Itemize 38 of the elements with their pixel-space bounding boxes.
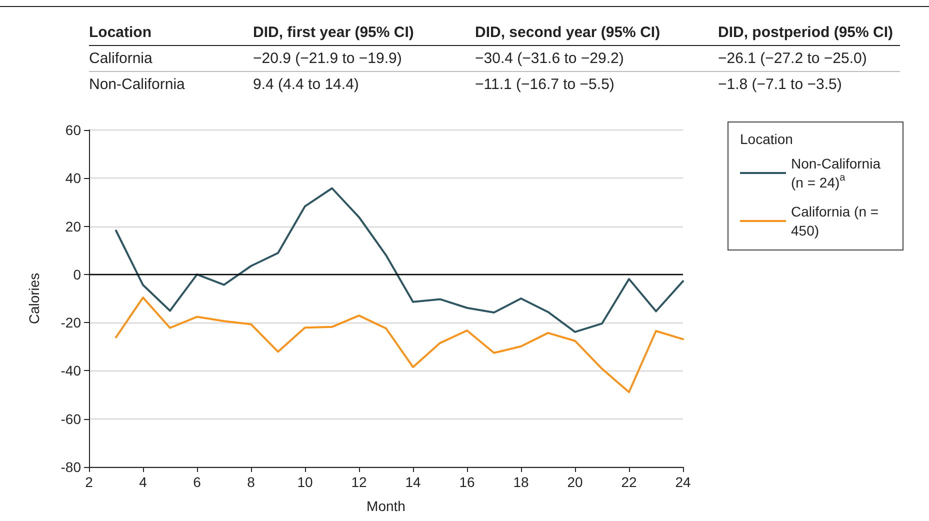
text: −20.9 (−21.9 to −19.9) [253, 50, 403, 67]
x-tick-label: 4 [139, 474, 148, 490]
y-tick-label: -60 [60, 410, 82, 427]
x-tick-label: 20 [567, 474, 583, 490]
x-tick-label: 14 [405, 474, 421, 490]
x-axis-title: Month [366, 498, 406, 514]
text: DID, second year (95% CI) [475, 24, 662, 41]
text: DID, postperiod (95% CI) [718, 24, 894, 41]
text: California [89, 50, 154, 67]
legend-label: California (n = 450) [791, 204, 882, 238]
y-tick-label: 20 [65, 218, 82, 234]
x-tick-label: 16 [459, 474, 475, 490]
x-tick-label: 6 [193, 474, 202, 490]
y-tick-label: 0 [73, 266, 82, 282]
x-tick-label: 8 [247, 474, 256, 490]
text: −26.1 (−27.2 to −25.0) [718, 50, 868, 67]
x-tick-label: 12 [351, 474, 367, 490]
x-tick-label: 10 [297, 474, 313, 490]
x-tick-label: 18 [513, 474, 529, 490]
text: DID, first year (95% CI) [253, 24, 415, 41]
x-tick-label: 24 [675, 474, 691, 490]
text: −1.8 (−7.1 to −3.5) [718, 76, 843, 93]
text: 9.4 (4.4 to 14.4) [253, 76, 360, 93]
y-axis-title: Calories [26, 272, 42, 324]
y-tick-label: -80 [60, 459, 82, 475]
text: −11.1 (−16.7 to −5.5) [475, 76, 616, 93]
legend-title: Location [740, 131, 793, 147]
line-series [115, 187, 684, 333]
y-tick-label: 60 [65, 122, 82, 138]
text: Non-California [89, 76, 186, 93]
y-tick-label: 40 [65, 170, 82, 186]
y-tick-label: -20 [60, 314, 82, 331]
text: −30.4 (−31.6 to −29.2) [475, 50, 625, 67]
y-tick-label: -40 [60, 362, 82, 379]
x-tick-label: 2 [85, 474, 94, 490]
text: Location [89, 24, 152, 41]
x-tick-label: 22 [621, 474, 637, 490]
line-series [115, 296, 684, 394]
